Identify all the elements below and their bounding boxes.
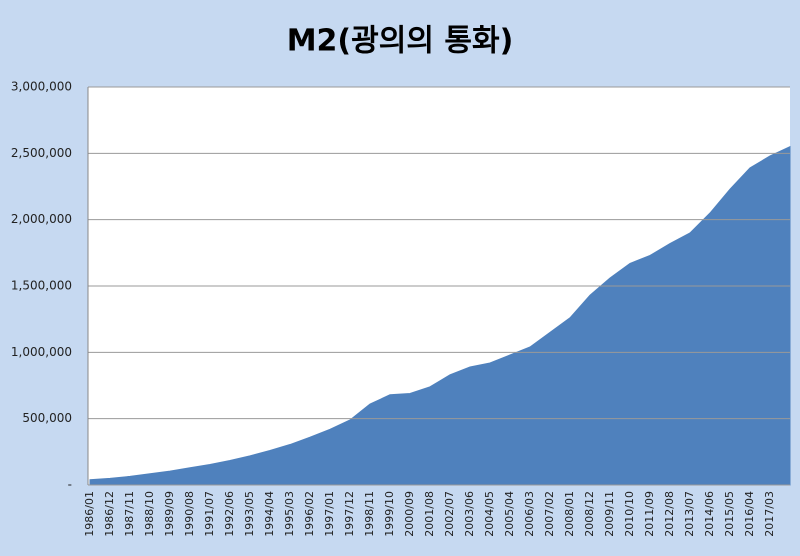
y-tick-label: 3,000,000 (11, 80, 72, 94)
x-tick-label: 1990/08 (183, 491, 196, 537)
y-tick-label: 2,000,000 (11, 212, 72, 226)
x-tick-label: 2008/12 (583, 491, 596, 537)
x-tick-label: 1986/12 (103, 491, 116, 537)
x-tick-label: 2017/03 (763, 491, 776, 537)
y-tick-label: 500,000 (22, 411, 72, 425)
x-tick-label: 2000/09 (403, 491, 416, 537)
x-tick-label: 1997/01 (323, 491, 336, 537)
x-tick-label: 2013/07 (683, 491, 696, 537)
x-tick-label: 1993/05 (243, 491, 256, 537)
y-tick-label: 1,000,000 (11, 345, 72, 359)
x-tick-label: 1987/11 (123, 491, 136, 537)
x-tick-label: 2007/02 (543, 491, 556, 537)
x-tick-label: 2003/06 (463, 491, 476, 537)
chart-title: M2(광의의 통화) (287, 24, 514, 59)
x-tick-label: 2015/05 (723, 491, 736, 537)
x-tick-label: 2001/08 (423, 491, 436, 537)
x-tick-label: 1989/09 (163, 491, 176, 537)
x-tick-label: 1995/03 (283, 491, 296, 537)
x-tick-label: 1988/10 (143, 491, 156, 537)
x-tick-label: 1998/11 (363, 491, 376, 537)
x-tick-label: 2012/08 (663, 491, 676, 537)
x-tick-label: 2006/03 (523, 491, 536, 537)
x-tick-label: 2010/10 (623, 491, 636, 537)
x-tick-label: 2008/01 (563, 491, 576, 537)
x-tick-label: 1997/12 (343, 491, 356, 537)
x-tick-label: 1991/07 (203, 491, 216, 537)
x-tick-label: 2011/09 (643, 491, 656, 537)
x-tick-label: 2005/04 (503, 491, 516, 537)
x-tick-label: 1986/01 (83, 491, 96, 537)
x-tick-label: 2004/05 (483, 491, 496, 537)
y-tick-label: 1,500,000 (11, 279, 72, 293)
y-tick-label: - (68, 478, 72, 492)
y-tick-label: 2,500,000 (11, 146, 72, 160)
x-tick-label: 1999/10 (383, 491, 396, 537)
x-tick-label: 1994/04 (263, 491, 276, 537)
x-tick-label: 2014/06 (703, 491, 716, 537)
x-tick-label: 1996/02 (303, 491, 316, 537)
x-tick-label: 1992/06 (223, 491, 236, 537)
x-tick-label: 2009/11 (603, 491, 616, 537)
x-tick-label: 2016/04 (743, 491, 756, 537)
x-tick-label: 2002/07 (443, 491, 456, 537)
